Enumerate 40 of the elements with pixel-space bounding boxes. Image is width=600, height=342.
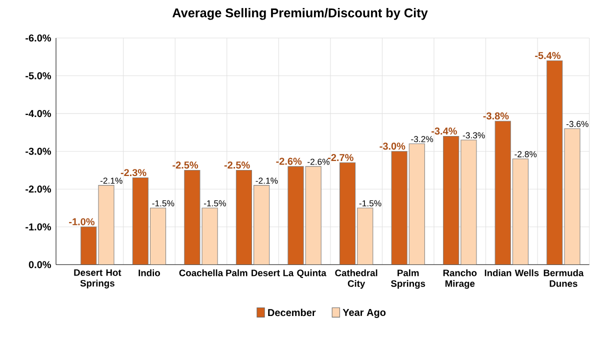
data-label: -2.1% — [256, 178, 278, 184]
x-tick-label: Indio — [138, 269, 160, 276]
x-tick-label: Indian Wells — [484, 269, 539, 276]
data-label: -3.6% — [566, 120, 588, 128]
data-label: -3.2% — [411, 136, 434, 142]
y-tick-label: -1.0% — [26, 223, 52, 230]
chart-title: Average Selling Premium/Discount by City — [172, 8, 428, 20]
data-label: -2.6% — [308, 158, 330, 165]
x-tick-label: Palm Springs — [391, 269, 426, 289]
data-label: -2.7% — [328, 154, 354, 162]
y-tick-label: -4.0% — [26, 110, 52, 118]
data-label: -1.5% — [204, 200, 226, 206]
y-tick-label: -3.0% — [26, 148, 52, 155]
data-label: -2.6% — [276, 158, 302, 165]
data-label: -2.5% — [224, 162, 250, 169]
y-tick-label: 0.0% — [28, 261, 52, 268]
data-label: -1.5% — [152, 200, 174, 206]
x-tick-label: La Quinta — [283, 269, 326, 278]
x-tick-label: Palm Desert — [226, 269, 280, 276]
data-label: -3.8% — [483, 112, 509, 120]
data-label: -2.8% — [514, 151, 537, 158]
x-tick-label: Cathedral City — [335, 269, 378, 289]
data-label: -3.0% — [380, 142, 406, 150]
data-label: -2.1% — [100, 178, 122, 184]
y-tick-label: -6.0% — [26, 34, 52, 42]
x-tick-label: Bermuda Dunes — [544, 269, 584, 287]
data-label: -3.4% — [432, 128, 457, 135]
data-label: -1.0% — [69, 218, 95, 226]
x-tick-label: Coachella — [179, 269, 224, 276]
legend-label: Year Ago — [342, 308, 386, 318]
data-label: -2.3% — [120, 169, 146, 176]
data-label: -2.5% — [172, 162, 198, 169]
y-tick-label: -5.0% — [26, 72, 52, 80]
data-label: -3.3% — [462, 132, 485, 138]
data-label: -1.5% — [359, 200, 382, 206]
y-tick-label: -2.0% — [26, 186, 52, 193]
x-tick-label: Desert Hot Springs — [74, 269, 122, 288]
data-label: -5.4% — [535, 52, 561, 60]
x-tick-label: Rancho Mirage — [443, 269, 477, 289]
legend-label: December — [268, 308, 316, 316]
